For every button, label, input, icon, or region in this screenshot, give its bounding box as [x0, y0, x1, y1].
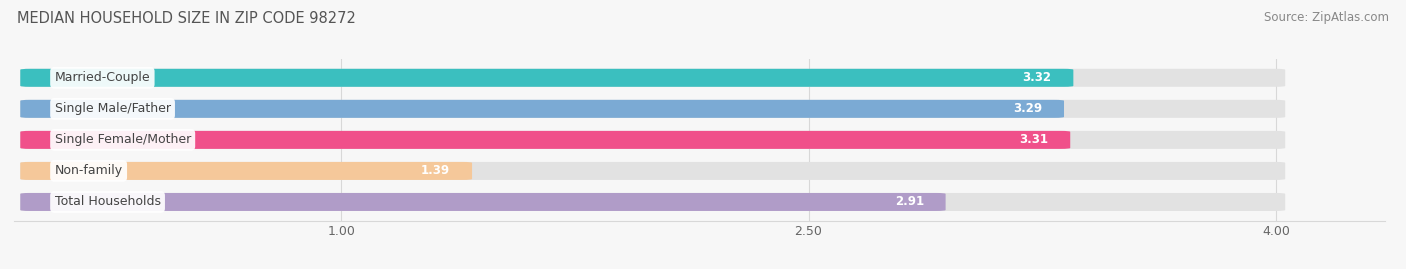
Text: 3.29: 3.29 — [1014, 102, 1042, 115]
Text: 3.31: 3.31 — [1019, 133, 1049, 146]
FancyBboxPatch shape — [20, 100, 1285, 118]
Text: Single Male/Father: Single Male/Father — [55, 102, 170, 115]
Text: Source: ZipAtlas.com: Source: ZipAtlas.com — [1264, 11, 1389, 24]
Text: Total Households: Total Households — [55, 196, 160, 208]
FancyBboxPatch shape — [20, 131, 1070, 149]
Text: MEDIAN HOUSEHOLD SIZE IN ZIP CODE 98272: MEDIAN HOUSEHOLD SIZE IN ZIP CODE 98272 — [17, 11, 356, 26]
Text: 3.32: 3.32 — [1022, 71, 1052, 84]
Text: 1.39: 1.39 — [422, 164, 450, 178]
FancyBboxPatch shape — [20, 100, 1064, 118]
FancyBboxPatch shape — [20, 69, 1073, 87]
FancyBboxPatch shape — [20, 131, 1285, 149]
FancyBboxPatch shape — [20, 162, 1285, 180]
Text: Non-family: Non-family — [55, 164, 122, 178]
FancyBboxPatch shape — [20, 69, 1285, 87]
FancyBboxPatch shape — [20, 162, 472, 180]
FancyBboxPatch shape — [20, 193, 1285, 211]
Text: 2.91: 2.91 — [894, 196, 924, 208]
FancyBboxPatch shape — [20, 193, 946, 211]
Text: Single Female/Mother: Single Female/Mother — [55, 133, 191, 146]
Text: Married-Couple: Married-Couple — [55, 71, 150, 84]
